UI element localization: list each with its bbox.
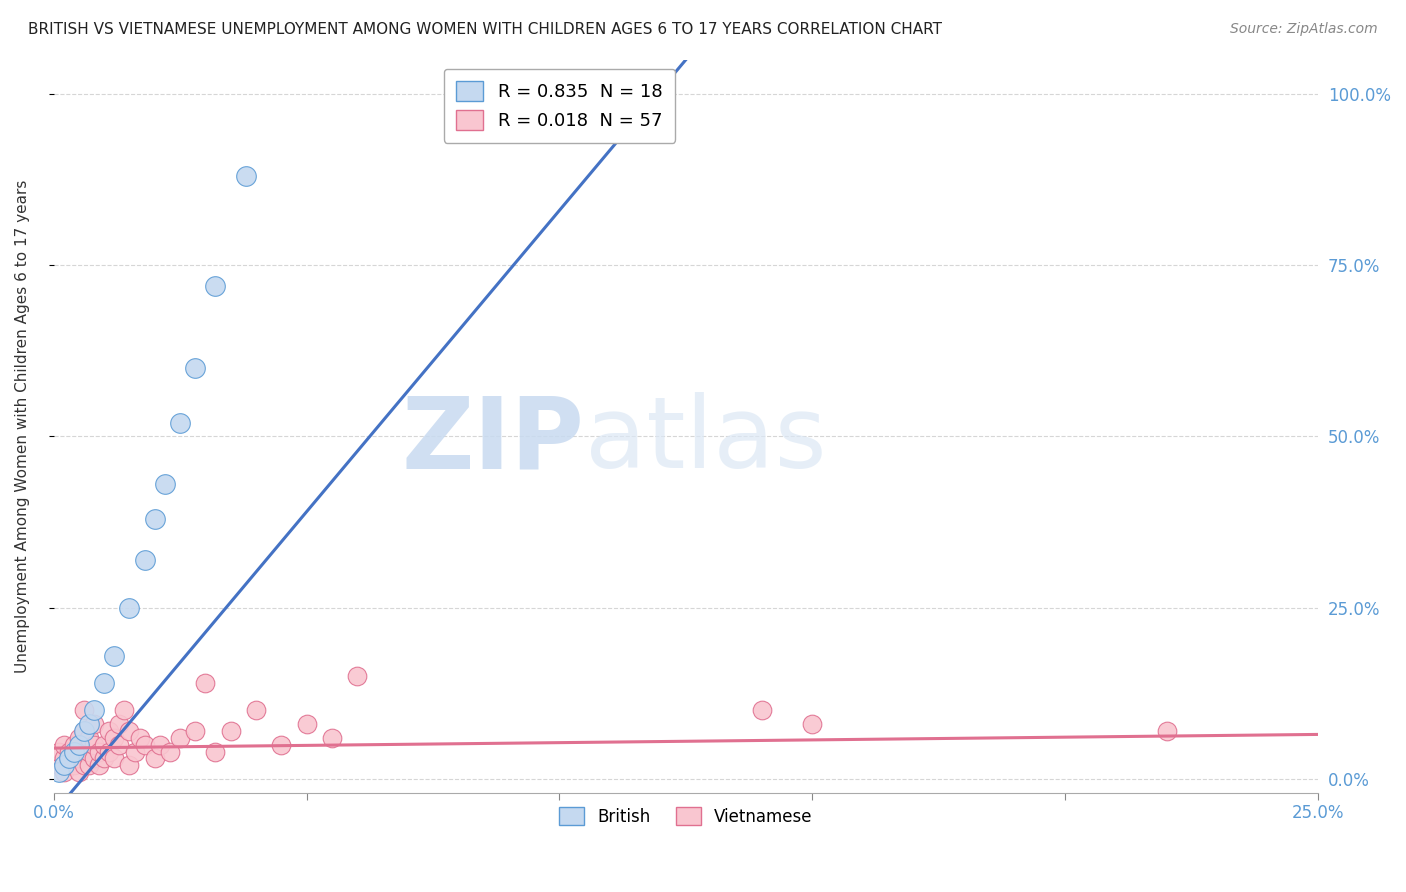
Point (73, 703, 96, 717)
Point (63, 738, 86, 752)
Point (245, 703, 267, 717)
Point (194, 676, 217, 690)
Point (67, 745, 90, 759)
Point (143, 751, 166, 765)
Text: Source: ZipAtlas.com: Source: ZipAtlas.com (1230, 22, 1378, 37)
Point (83, 703, 105, 717)
Point (295, 717, 318, 731)
Y-axis label: Unemployment Among Women with Children Ages 6 to 17 years: Unemployment Among Women with Children A… (15, 179, 30, 673)
Point (153, 477, 176, 491)
Point (118, 600, 141, 615)
Point (124, 745, 146, 759)
Point (346, 669, 368, 683)
Point (118, 758, 141, 772)
Point (77, 758, 100, 772)
Point (67, 765, 90, 780)
Point (235, 169, 257, 183)
Point (169, 731, 191, 745)
Point (58, 751, 80, 765)
Point (58, 758, 80, 772)
Point (219, 724, 242, 739)
Point (108, 717, 131, 731)
Point (73, 724, 96, 739)
Point (67, 731, 90, 745)
Point (89, 758, 111, 772)
Text: BRITISH VS VIETNAMESE UNEMPLOYMENT AMONG WOMEN WITH CHILDREN AGES 6 TO 17 YEARS : BRITISH VS VIETNAMESE UNEMPLOYMENT AMONG… (28, 22, 942, 37)
Point (67, 738, 90, 752)
Point (52, 751, 75, 765)
Point (63, 745, 86, 759)
Point (67, 751, 90, 765)
Point (751, 703, 773, 717)
Point (52, 758, 75, 772)
Point (58, 751, 80, 765)
Point (77, 717, 100, 731)
Point (134, 552, 156, 566)
Point (204, 278, 226, 293)
Point (321, 731, 343, 745)
Point (73, 745, 96, 759)
Point (103, 731, 125, 745)
Point (52, 765, 75, 780)
Text: atlas: atlas (585, 392, 827, 490)
Point (77, 731, 100, 745)
Point (1156, 724, 1178, 739)
Point (77, 745, 100, 759)
Point (128, 731, 150, 745)
Point (73, 758, 96, 772)
Point (52, 738, 75, 752)
Point (270, 738, 292, 752)
Point (143, 511, 166, 525)
Text: ZIP: ZIP (402, 392, 585, 490)
Point (83, 751, 105, 765)
Point (93, 738, 115, 752)
Point (118, 724, 141, 739)
Point (108, 738, 131, 752)
Legend: British, Vietnamese: British, Vietnamese (550, 797, 823, 836)
Point (801, 717, 824, 731)
Point (89, 745, 111, 759)
Point (93, 676, 115, 690)
Point (98, 745, 121, 759)
Point (169, 416, 191, 430)
Point (149, 738, 172, 752)
Point (63, 751, 86, 765)
Point (93, 751, 115, 765)
Point (48, 758, 70, 772)
Point (103, 648, 125, 663)
Point (184, 724, 207, 739)
Point (159, 745, 181, 759)
Point (98, 724, 121, 739)
Point (73, 724, 96, 739)
Point (48, 745, 70, 759)
Point (58, 745, 80, 759)
Point (83, 717, 105, 731)
Point (204, 745, 226, 759)
Point (83, 738, 105, 752)
Point (134, 738, 156, 752)
Point (114, 703, 136, 717)
Point (103, 751, 125, 765)
Point (63, 758, 86, 772)
Point (184, 360, 207, 375)
Point (48, 765, 70, 780)
